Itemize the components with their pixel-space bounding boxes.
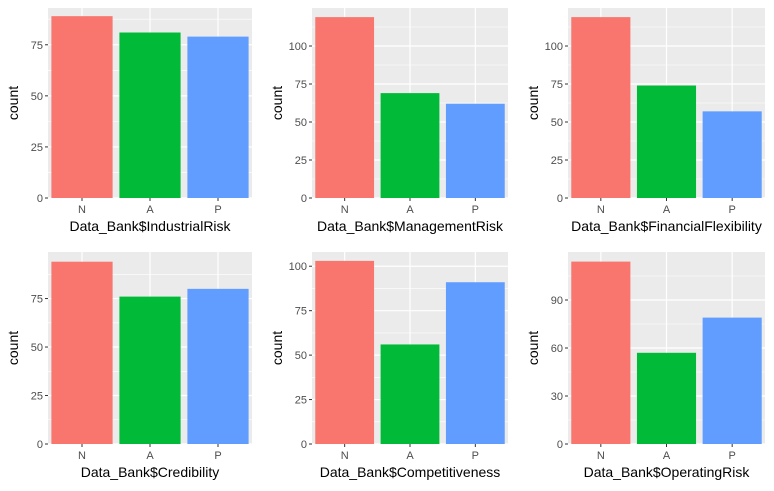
- x-tick-label: N: [341, 450, 349, 462]
- x-tick-label: P: [472, 204, 479, 216]
- x-tick-label: N: [78, 204, 86, 216]
- y-tick-label: 25: [295, 395, 307, 407]
- y-tick-label: 0: [557, 439, 563, 451]
- x-tick-label: A: [663, 450, 671, 462]
- y-tick-label: 50: [31, 342, 43, 354]
- bar-N: [51, 16, 113, 198]
- x-axis-title: Data_Bank$IndustrialRisk: [69, 218, 231, 234]
- y-axis-title: count: [5, 86, 21, 120]
- x-tick-label: N: [597, 204, 605, 216]
- chart-panel-5: 0 25 50 75 100 N A P Data_Bank$Competitiveness co…: [269, 252, 508, 480]
- y-tick-label: 100: [289, 261, 307, 273]
- bar-P: [702, 111, 762, 198]
- bar-A: [119, 296, 181, 444]
- x-tick-label: P: [214, 450, 221, 462]
- y-tick-label: 60: [551, 343, 563, 355]
- bar-A: [380, 344, 440, 444]
- y-tick-label: 75: [31, 40, 43, 52]
- bar-P: [187, 288, 249, 444]
- chart-panel-2: 0 25 50 75 100 N A P Data_Bank$ManagementRisk cou…: [269, 8, 508, 234]
- x-tick-label: P: [214, 204, 221, 216]
- y-tick-label: 0: [557, 193, 563, 205]
- x-axis-title: Data_Bank$Credibility: [81, 464, 220, 480]
- bar-A: [636, 85, 697, 198]
- y-tick-label: 0: [37, 193, 43, 205]
- y-tick-label: 25: [551, 155, 563, 167]
- x-tick-label: A: [406, 204, 414, 216]
- y-tick-label: 100: [289, 41, 307, 53]
- x-axis-title: Data_Bank$FinancialFlexibility: [571, 218, 762, 234]
- bar-P: [702, 317, 762, 444]
- chart-panel-4: 0 25 50 75 N A P Data_Bank$Credibility count: [5, 252, 252, 480]
- x-tick-label: A: [663, 204, 671, 216]
- y-tick-label: 0: [301, 193, 307, 205]
- y-axis-title: count: [269, 331, 285, 365]
- bar-A: [119, 32, 181, 198]
- y-axis-title: count: [525, 331, 541, 365]
- bar-P: [445, 282, 505, 444]
- bar-N: [51, 261, 113, 444]
- y-tick-label: 100: [545, 41, 563, 53]
- x-axis-title: Data_Bank$ManagementRisk: [317, 218, 504, 234]
- y-tick-label: 0: [301, 439, 307, 451]
- chart-panel-6: 0 30 60 90 N A P Data_Bank$OperatingRisk count: [525, 252, 765, 480]
- x-tick-label: N: [597, 450, 605, 462]
- y-tick-label: 0: [37, 439, 43, 451]
- y-tick-label: 50: [295, 117, 307, 129]
- x-tick-label: P: [472, 450, 479, 462]
- x-tick-label: A: [406, 450, 414, 462]
- bar-N: [315, 260, 375, 444]
- bar-A: [380, 93, 440, 198]
- chart-panel-3: 0 25 50 75 100 N A P Data_Bank$FinancialFlexibil…: [525, 8, 765, 234]
- y-tick-label: 25: [31, 391, 43, 403]
- bar-N: [571, 17, 631, 199]
- x-tick-label: N: [78, 450, 86, 462]
- y-tick-label: 25: [295, 155, 307, 167]
- y-tick-label: 75: [295, 306, 307, 318]
- x-axis-title: Data_Bank$OperatingRisk: [584, 464, 751, 480]
- bar-N: [315, 17, 375, 199]
- y-tick-label: 75: [295, 79, 307, 91]
- x-tick-label: N: [341, 204, 349, 216]
- x-tick-label: P: [728, 450, 735, 462]
- bar-A: [636, 352, 697, 444]
- y-tick-label: 75: [551, 79, 563, 91]
- y-axis-title: count: [269, 86, 285, 120]
- bar-P: [445, 103, 505, 198]
- y-tick-label: 50: [31, 91, 43, 103]
- y-tick-label: 90: [551, 295, 563, 307]
- x-tick-label: A: [146, 204, 154, 216]
- y-tick-label: 75: [31, 294, 43, 306]
- y-axis-title: count: [525, 86, 541, 120]
- x-tick-label: P: [728, 204, 735, 216]
- y-tick-label: 30: [551, 391, 563, 403]
- x-axis-title: Data_Bank$Competitiveness: [320, 464, 501, 480]
- chart-panel-1: 0 25 50 75 N A P Data_Bank$IndustrialRisk count: [5, 8, 252, 234]
- bar-P: [187, 36, 249, 199]
- y-tick-label: 50: [551, 117, 563, 129]
- y-axis-title: count: [5, 331, 21, 365]
- bar-N: [571, 261, 631, 444]
- y-tick-label: 50: [295, 350, 307, 362]
- x-tick-label: A: [146, 450, 154, 462]
- y-tick-label: 25: [31, 142, 43, 154]
